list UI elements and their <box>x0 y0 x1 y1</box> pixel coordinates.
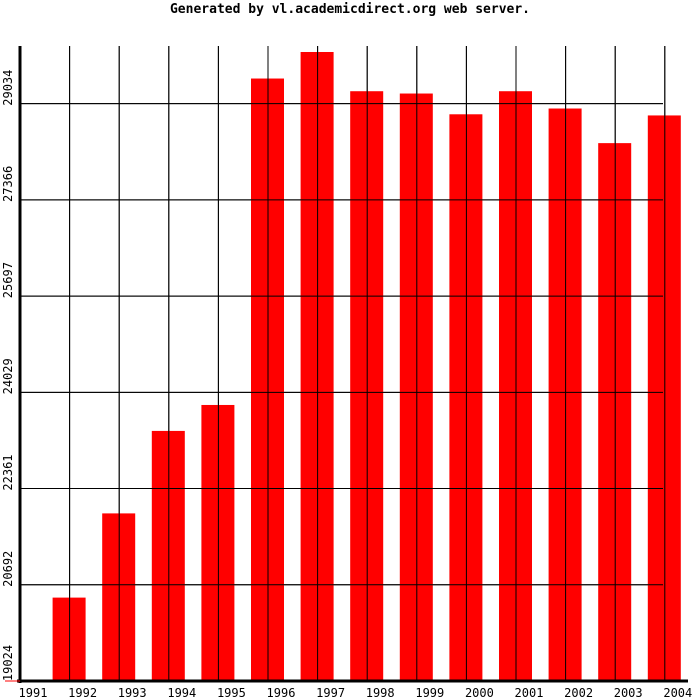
x-tick-label: 1998 <box>366 686 395 700</box>
y-tick-label: 22361 <box>1 454 15 490</box>
x-tick-label: 2002 <box>564 686 593 700</box>
bars-layer <box>52 51 681 682</box>
y-tick-label: 29034 <box>1 70 15 106</box>
x-tick-label: 2001 <box>515 686 544 700</box>
y-tick-label: 24029 <box>1 358 15 394</box>
y-tick-label: 20692 <box>1 551 15 587</box>
y-tick-label: 19024 <box>1 645 15 681</box>
x-tick-label: 2003 <box>614 686 643 700</box>
y-tick-label: 27366 <box>1 166 15 202</box>
x-tick-label: 2000 <box>465 686 494 700</box>
x-tick-labels: 1991 1992 1993 1994 1995 1996 1997 1998 1999 2000… <box>19 686 693 700</box>
x-tick-label: 1992 <box>68 686 97 700</box>
x-tick-label: 1995 <box>217 686 246 700</box>
axis-layer <box>5 46 688 683</box>
chart-title: Generated by vl.academicdirect.org web s… <box>169 2 531 17</box>
x-tick-label: 1993 <box>118 686 147 700</box>
x-tick-label: 2004 <box>663 686 692 700</box>
x-tick-label: 1996 <box>267 686 296 700</box>
y-tick-labels: 19024 20692 22361 24029 25697 27366 29034 <box>1 70 15 681</box>
x-tick-label: 1994 <box>167 686 196 700</box>
x-tick-label: 1999 <box>415 686 444 700</box>
x-tick-label: 1991 <box>19 686 48 700</box>
y-tick-label: 25697 <box>1 262 15 298</box>
x-tick-label: 1997 <box>316 686 345 700</box>
